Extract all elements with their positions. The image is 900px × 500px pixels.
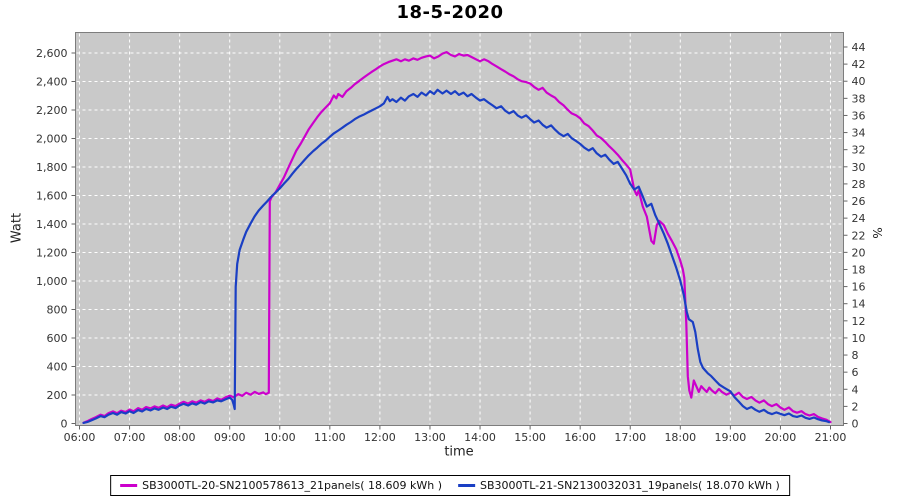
tick-label: 4 bbox=[852, 383, 859, 396]
plot-frame bbox=[75, 32, 844, 426]
series-lines bbox=[82, 50, 832, 424]
series-line-0 bbox=[82, 50, 832, 424]
legend-label: SB3000TL-21-SN2130032031_19panels( 18.07… bbox=[480, 479, 780, 492]
tick-label: 44 bbox=[852, 41, 866, 54]
chart-title: 18-5-2020 bbox=[396, 2, 504, 23]
tick-label: 15:00 bbox=[514, 431, 546, 444]
legend-swatch-magenta bbox=[120, 484, 138, 487]
tick-label: 2,400 bbox=[36, 76, 68, 89]
gridlines bbox=[76, 33, 843, 425]
tick-label: 12 bbox=[852, 315, 866, 328]
tick-label: 14:00 bbox=[464, 431, 496, 444]
tick-label: 19:00 bbox=[715, 431, 747, 444]
tick-label: 21:00 bbox=[815, 431, 847, 444]
tick-label: 34 bbox=[852, 127, 866, 140]
tick-label: 11:00 bbox=[314, 431, 346, 444]
tick-label: 8 bbox=[852, 349, 859, 362]
tick-label: 13:00 bbox=[414, 431, 446, 444]
tick-label: 38 bbox=[852, 92, 866, 105]
tick-label: 16:00 bbox=[564, 431, 596, 444]
axis-tick-labels: 06:00 07:00 08:00 09:00 10:00 11:00 12:00 13:00… bbox=[36, 41, 866, 444]
legend-swatch-blue bbox=[458, 484, 475, 487]
tick-label: 16 bbox=[852, 281, 866, 294]
tick-label: 2,200 bbox=[36, 104, 68, 117]
tick-label: 42 bbox=[852, 58, 866, 71]
series-line-1 bbox=[82, 88, 831, 424]
tick-label: 0 bbox=[61, 418, 68, 431]
tick-label: 24 bbox=[852, 212, 866, 225]
tick-label: 26 bbox=[852, 195, 866, 208]
tick-label: 17:00 bbox=[614, 431, 646, 444]
x-axis-title: time bbox=[444, 444, 474, 460]
tick-label: 6 bbox=[852, 366, 859, 379]
axis-ticks bbox=[71, 46, 848, 430]
legend-item-inverter-20: SB3000TL-20-SN2100578613_21panels( 18.60… bbox=[120, 479, 442, 492]
tick-label: 2,000 bbox=[36, 133, 68, 146]
chart-legend: SB3000TL-20-SN2100578613_21panels( 18.60… bbox=[110, 475, 790, 496]
tick-label: 12:00 bbox=[364, 431, 396, 444]
tick-label: 06:00 bbox=[64, 431, 96, 444]
left-axis-title: Watt bbox=[9, 212, 25, 244]
tick-label: 18:00 bbox=[664, 431, 696, 444]
tick-label: 36 bbox=[852, 109, 866, 122]
tick-label: 22 bbox=[852, 229, 866, 242]
right-axis-title: % bbox=[870, 227, 884, 239]
tick-label: 800 bbox=[47, 304, 68, 317]
tick-label: 10 bbox=[852, 332, 866, 345]
legend-item-inverter-21: SB3000TL-21-SN2130032031_19panels( 18.07… bbox=[458, 479, 780, 492]
tick-label: 20 bbox=[852, 246, 866, 259]
tick-label: 1,000 bbox=[36, 275, 68, 288]
tick-label: 1,800 bbox=[36, 161, 68, 174]
legend-label: SB3000TL-20-SN2100578613_21panels( 18.60… bbox=[142, 479, 442, 492]
tick-label: 20:00 bbox=[765, 431, 797, 444]
tick-label: 400 bbox=[47, 361, 68, 374]
tick-label: 0 bbox=[852, 418, 859, 431]
tick-label: 40 bbox=[852, 75, 866, 88]
tick-label: 1,400 bbox=[36, 218, 68, 231]
tick-label: 18 bbox=[852, 263, 866, 276]
tick-label: 14 bbox=[852, 298, 866, 311]
tick-label: 600 bbox=[47, 332, 68, 345]
tick-label: 10:00 bbox=[264, 431, 296, 444]
tick-label: 2 bbox=[852, 400, 859, 413]
tick-label: 32 bbox=[852, 144, 866, 157]
tick-label: 1,600 bbox=[36, 190, 68, 203]
tick-label: 1,200 bbox=[36, 247, 68, 260]
tick-label: 2,600 bbox=[36, 47, 68, 60]
plot-background bbox=[75, 32, 844, 426]
tick-label: 08:00 bbox=[164, 431, 196, 444]
tick-label: 09:00 bbox=[214, 431, 246, 444]
tick-label: 28 bbox=[852, 178, 866, 191]
tick-label: 07:00 bbox=[114, 431, 146, 444]
tick-label: 30 bbox=[852, 161, 866, 174]
tick-label: 200 bbox=[47, 389, 68, 402]
